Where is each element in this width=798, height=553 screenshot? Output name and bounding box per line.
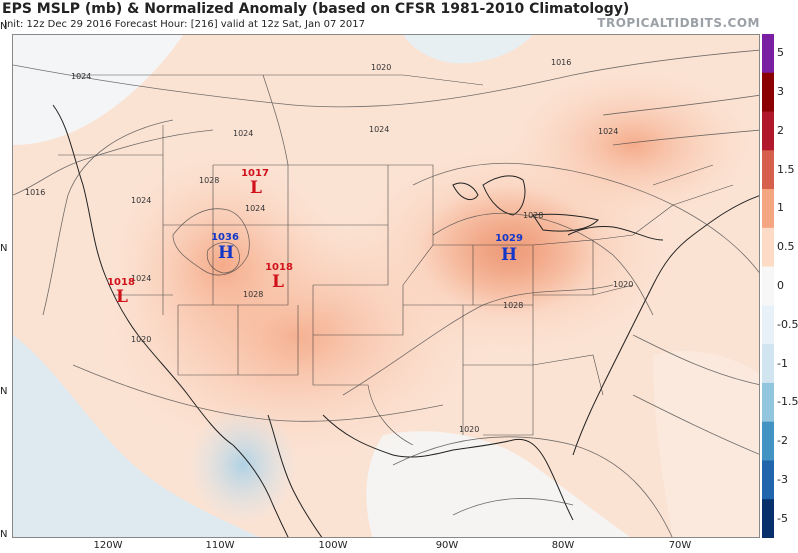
colorbar-band: [762, 150, 774, 190]
colorbar-tick-label: 1.5: [777, 162, 795, 176]
pacific-negative-anomaly: [13, 335, 259, 537]
longitude-label: 110W: [205, 540, 235, 551]
colorbar-band: [762, 382, 774, 423]
center-symbol: H: [218, 243, 234, 263]
colorbar-tick-label: -5: [777, 511, 788, 525]
latitude-label: N: [0, 243, 8, 254]
isobar-label: 1020: [613, 280, 633, 289]
colorbar-band: [762, 227, 774, 268]
isobar-label: 1028: [243, 290, 263, 299]
gulf-neutral-zone: [366, 431, 631, 537]
colorbar-tick-label: -1.5: [777, 395, 798, 409]
longitude-label: 120W: [93, 540, 123, 551]
center-value: 1017: [241, 168, 269, 179]
center-symbol: L: [272, 272, 284, 292]
colorbar-tick-label: 2: [777, 123, 784, 137]
map-title: EPS MSLP (mb) & Normalized Anomaly (base…: [2, 1, 630, 17]
colorbar-tick-label: 0: [777, 279, 784, 292]
isobar-label: 1020: [131, 335, 151, 344]
low-center: 1018 L: [265, 262, 293, 292]
colorbar-tick-label: -0.5: [777, 317, 798, 331]
brand-watermark: TROPICALTIDBITS.COM: [597, 16, 760, 30]
longitude-axis: 120W 110W 100W 90W 80W 70W: [0, 540, 798, 553]
low-center: 1017 L: [241, 168, 269, 198]
isobar-label: 1020: [371, 63, 391, 72]
map-svg: 1024 1020 1016 1024 1024 1024 1028 1024 …: [13, 35, 759, 537]
colorbar-svg: [762, 34, 774, 539]
colorbar-tick-label: -1: [777, 356, 788, 370]
colorbar-tick-label: -2: [777, 434, 788, 448]
center-value: 1018: [107, 277, 135, 288]
center-value: 1029: [495, 233, 523, 244]
colorbar-band: [762, 460, 774, 500]
isobar-label: 1020: [459, 425, 479, 434]
colorbar-tick-label: 3: [777, 85, 784, 99]
header: EPS MSLP (mb) & Normalized Anomaly (base…: [0, 0, 798, 34]
northwest-neutral-zone: [13, 35, 183, 145]
center-symbol: L: [116, 287, 128, 307]
coastlines: [52, 104, 759, 537]
colorbar-band: [762, 189, 774, 229]
center-symbol: H: [501, 245, 517, 265]
colorbar-tick-label: 5: [777, 46, 784, 60]
isobar-labels: 1024 1020 1016 1024 1024 1024 1028 1024 …: [25, 58, 633, 434]
colorbar-band: [762, 499, 774, 539]
colorbar-band: [762, 111, 774, 151]
isobar-label: 1028: [503, 301, 523, 310]
latitude-label: N: [0, 529, 8, 540]
colorbar-band: [762, 34, 774, 74]
isobar-label: 1016: [25, 188, 45, 197]
colorbar-band: [762, 305, 774, 345]
longitude-label: 100W: [318, 540, 348, 551]
center-value: 1018: [265, 262, 293, 273]
colorbar-band: [762, 72, 774, 113]
longitude-label: 80W: [551, 540, 575, 551]
isobar-label: 1016: [551, 58, 571, 67]
high-center: 1036 H: [211, 232, 239, 263]
center-symbol: L: [250, 178, 262, 198]
isobars: [13, 49, 759, 537]
isobar-label: 1024: [245, 204, 265, 213]
longitude-label: 90W: [435, 540, 459, 551]
west-positive-anomaly: [103, 145, 343, 385]
low-center: 1018 L: [107, 277, 135, 307]
isobar-label: 1028: [199, 176, 219, 185]
baja-negative-anomaly: [188, 405, 298, 525]
map-subtitle: Init: 12z Dec 29 2016 Forecast Hour: [21…: [4, 19, 365, 30]
colorbar: [762, 34, 774, 539]
state-borders: [58, 74, 734, 446]
latitude-label: N: [0, 21, 8, 32]
isobar-label: 1024: [71, 72, 91, 81]
northeast-positive-anomaly: [503, 65, 759, 225]
colorbar-tick-label: 1: [777, 201, 784, 215]
map-panel: 1024 1020 1016 1024 1024 1024 1028 1024 …: [12, 34, 760, 538]
colorbar-tick-label: 0.5: [777, 240, 795, 254]
isobar-label: 1024: [131, 196, 151, 205]
latitude-label: N: [0, 386, 8, 397]
isobar-label: 1024: [598, 127, 618, 136]
colorbar-band: [762, 421, 774, 461]
isobar-label: 1024: [369, 125, 389, 134]
colorbar-tick-label: -3: [777, 472, 788, 486]
isobar-label: 1028: [523, 211, 543, 220]
pressure-centers: 1017 L 1036 H 1018 L 1018 L 1029 H: [107, 168, 523, 307]
colorbar-band: [762, 266, 774, 306]
canada-negative-zone: [403, 35, 533, 64]
high-center: 1029 H: [495, 233, 523, 265]
atlantic-weak-anomaly: [653, 351, 759, 537]
isobar-label: 1024: [233, 129, 253, 138]
colorbar-band: [762, 344, 774, 384]
isobar-label: 1024: [131, 274, 151, 283]
center-value: 1036: [211, 232, 239, 243]
longitude-label: 70W: [668, 540, 692, 551]
